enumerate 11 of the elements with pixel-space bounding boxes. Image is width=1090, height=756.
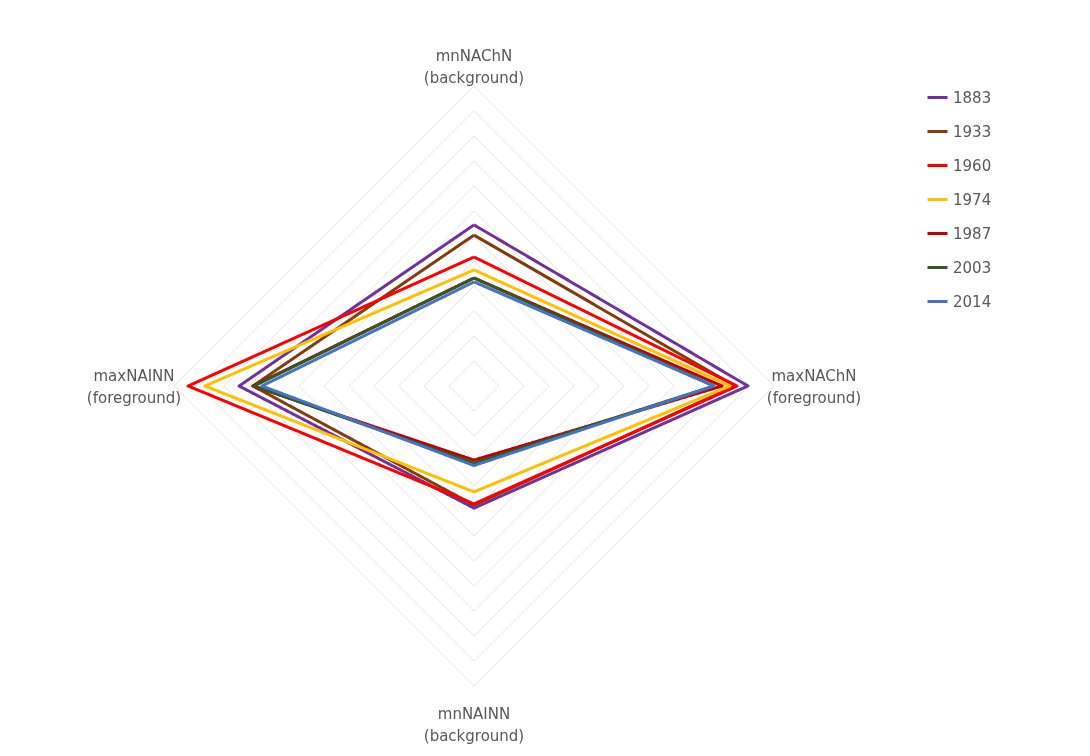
legend-label: 1883 xyxy=(953,88,992,107)
legend-label: 1933 xyxy=(953,122,992,141)
legend-label: 1987 xyxy=(953,224,992,243)
legend-label: 2014 xyxy=(953,292,992,311)
legend-label: 1974 xyxy=(953,190,992,209)
legend-label: 1960 xyxy=(953,156,992,175)
spoke-label: maxNAINN (foreground) xyxy=(86,367,182,407)
spoke-label: maxNAChN (foreground) xyxy=(766,367,862,407)
legend-label: 2003 xyxy=(953,258,992,277)
spoke-label: mnNAINN (background) xyxy=(423,705,525,745)
spoke-label: mnNAChN (background) xyxy=(423,47,525,87)
